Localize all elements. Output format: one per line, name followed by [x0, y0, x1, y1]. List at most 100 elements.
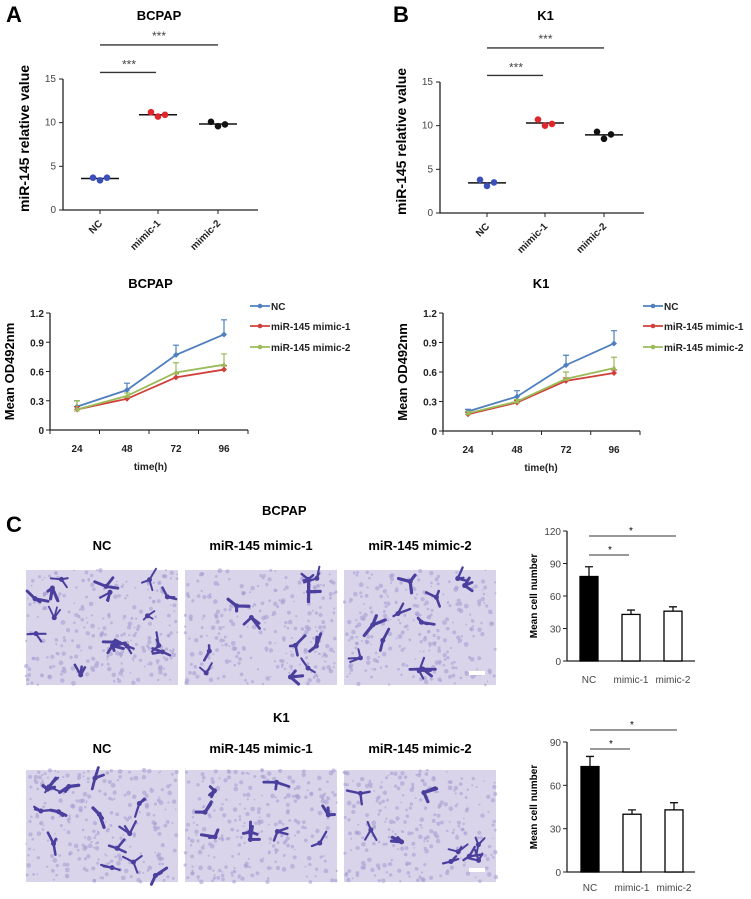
pore — [442, 620, 447, 625]
chart-title: K1 — [537, 8, 554, 23]
migrated-cell-body — [306, 589, 312, 595]
pore — [61, 651, 66, 656]
pore — [354, 624, 359, 629]
pore — [418, 568, 423, 574]
pore — [478, 879, 482, 883]
pore — [91, 866, 96, 871]
pore — [172, 603, 177, 608]
pore — [261, 682, 265, 686]
pore — [125, 817, 130, 822]
pore — [370, 573, 374, 576]
pore — [152, 813, 156, 817]
pore — [356, 782, 361, 788]
pore — [219, 613, 224, 618]
pore — [142, 871, 145, 874]
y-tick-label: 10 — [422, 121, 434, 132]
pore — [375, 796, 380, 801]
pore — [389, 771, 394, 776]
pore — [400, 801, 402, 804]
pore — [200, 626, 204, 630]
pore — [66, 818, 70, 821]
pore — [85, 800, 88, 803]
pore — [185, 828, 189, 832]
pore — [158, 582, 161, 585]
pore — [259, 573, 263, 578]
pore — [469, 656, 475, 662]
pore — [275, 799, 280, 803]
pore — [436, 636, 441, 640]
pore — [169, 570, 174, 575]
pore — [486, 872, 492, 877]
pore — [133, 626, 136, 629]
migrated-cell-body — [56, 809, 62, 815]
pore — [42, 824, 45, 827]
pore — [436, 813, 441, 818]
pore — [41, 773, 44, 776]
pore — [147, 865, 153, 871]
pore — [73, 602, 76, 605]
data-point — [221, 361, 227, 367]
pore — [462, 822, 465, 826]
pore — [470, 619, 475, 623]
pore — [349, 635, 354, 640]
pore — [447, 674, 452, 679]
pore — [60, 644, 64, 648]
pore — [236, 829, 240, 833]
pore — [96, 861, 100, 865]
pore — [308, 620, 311, 623]
pore — [387, 631, 393, 637]
migrated-cell-body — [274, 779, 280, 785]
pore — [445, 626, 450, 631]
pore — [360, 639, 363, 642]
pore — [429, 844, 434, 849]
pore — [173, 610, 176, 613]
pore — [249, 656, 253, 660]
pore — [246, 798, 249, 801]
pore — [183, 863, 187, 867]
pore — [355, 641, 359, 646]
pore — [287, 619, 293, 625]
pore — [37, 770, 41, 775]
pore — [157, 771, 160, 774]
pore — [201, 618, 204, 620]
pore — [265, 650, 268, 653]
legend-marker — [257, 303, 263, 309]
pore — [83, 836, 87, 839]
pore — [256, 668, 260, 671]
pore — [351, 804, 357, 809]
pore — [80, 798, 86, 803]
pore — [477, 602, 482, 607]
pore — [472, 635, 475, 638]
pore — [326, 665, 331, 670]
pore — [294, 834, 297, 837]
pore — [258, 816, 261, 819]
pore — [147, 768, 152, 774]
pore — [90, 614, 94, 617]
pore — [120, 662, 123, 665]
pore — [379, 594, 384, 599]
pore — [422, 782, 427, 787]
pore — [43, 576, 46, 579]
pore — [480, 596, 485, 602]
pore — [221, 802, 224, 806]
migrated-cell-body — [292, 642, 298, 648]
pore — [209, 843, 215, 849]
pore — [160, 843, 165, 848]
legend-marker — [650, 344, 656, 350]
pore — [464, 796, 468, 799]
pore — [397, 667, 400, 671]
pore — [301, 772, 306, 778]
pore — [251, 605, 255, 608]
pore — [211, 879, 215, 883]
pore — [418, 772, 421, 776]
data-point — [89, 174, 97, 181]
pore — [81, 578, 85, 583]
pore — [151, 599, 156, 604]
data-point — [207, 118, 215, 126]
pore — [49, 854, 54, 859]
pore — [400, 781, 405, 786]
migrated-cell-body — [114, 845, 120, 851]
pore — [380, 781, 383, 784]
pore — [206, 634, 208, 637]
pore — [460, 777, 464, 780]
